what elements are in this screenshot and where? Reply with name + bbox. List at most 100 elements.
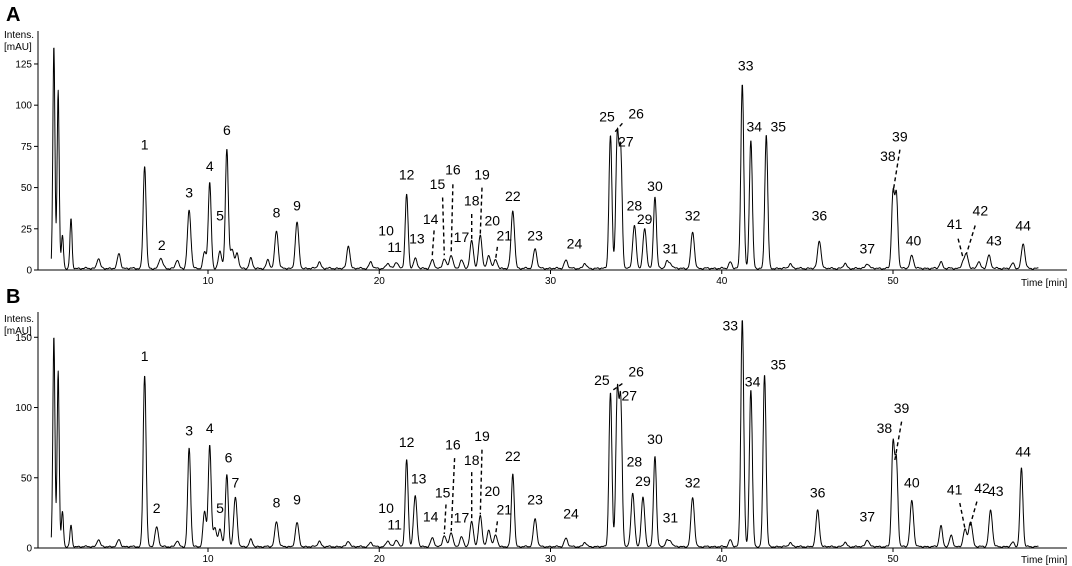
peak-label: 11 [387,239,402,255]
panel-letter-b: B [6,286,20,308]
peak-label: 1 [141,137,149,153]
peak-label: 44 [1015,217,1031,233]
peak-label: 33 [738,58,754,74]
y-tick-label: 0 [26,544,32,555]
peak-leader-line [495,246,499,259]
peak-label: 34 [746,119,762,135]
peak-leader-line [441,197,445,256]
peak-label: 10 [378,500,394,516]
peak-label: 44 [1015,444,1031,460]
x-tick-label: 10 [202,554,214,565]
peak-label: 19 [474,428,490,444]
y-tick-label: 50 [21,183,33,194]
peak-label: 23 [527,491,543,507]
peak-label: 42 [974,480,990,496]
x-axis-title: Time [min] [1021,555,1068,566]
peak-leader-line [611,383,623,392]
peak-leader-line [450,184,454,252]
peak-label: 16 [445,437,461,453]
peak-label: 24 [563,506,579,522]
x-axis-title: Time [min] [1021,278,1068,289]
peak-label: 39 [892,128,908,144]
peak-label: 29 [635,473,651,489]
peak-label: 13 [411,470,427,486]
peak-label: 22 [505,448,521,464]
peak-label: 37 [860,508,876,524]
peak-leader-line [431,230,435,256]
peak-label: 12 [399,166,415,182]
leader-lines [443,383,978,535]
peak-label: 5 [216,208,224,224]
x-tick-label: 40 [716,276,728,287]
peak-label: 21 [496,501,512,517]
peak-leader-line [969,501,978,526]
peak-label: 17 [454,510,470,526]
peak-label: 40 [904,475,920,491]
peak-label: 21 [496,227,512,243]
peak-label: 18 [464,193,480,209]
y-tick-label: 75 [21,142,33,153]
peak-label: 14 [423,508,439,524]
peak-label: 32 [685,475,701,491]
peak-label: 9 [293,198,301,214]
y-axis-title-line1: Intens. [4,30,34,41]
y-tick-label: 50 [21,473,33,484]
peak-leader-line [892,149,901,193]
peak-label: 9 [293,491,301,507]
peak-label: 41 [947,482,963,498]
peak-label: 27 [618,133,634,149]
peak-label: 8 [273,204,281,220]
peak-label: 35 [770,119,786,135]
peak-label: 8 [273,494,281,510]
x-tick-label: 20 [374,276,386,287]
x-tick-label: 50 [887,554,899,565]
peak-label: 31 [663,241,679,257]
peak-label: 22 [505,188,521,204]
x-tick-label: 50 [887,276,899,287]
x-tick-label: 30 [545,276,557,287]
peak-label: 36 [810,484,826,500]
peak-label: 5 [216,500,224,516]
peak-label: 37 [860,241,876,257]
peak-label: 15 [430,176,446,192]
peak-label: 11 [387,517,402,533]
peak-label: 16 [445,161,461,177]
peak-label: 12 [399,434,415,450]
y-tick-label: 100 [15,403,32,414]
chromatogram-trace [50,320,1039,548]
peak-label: 28 [627,454,643,470]
peak-label: 38 [880,148,896,164]
y-tick-label: 100 [15,101,32,112]
peak-label: 32 [685,208,701,224]
peak-label: 18 [464,452,480,468]
peak-leader-line [450,458,456,532]
y-axis-title-line2: [mAU] [4,326,32,337]
x-tick-label: 40 [716,554,728,565]
peak-label: 4 [206,158,214,174]
peak-label: 25 [599,109,615,125]
peak-label: 3 [185,184,193,200]
panel-b: B Intens. [mAU] Time [min] 10 20 30 40 50 0 50… [4,286,1068,566]
peak-label: 25 [594,372,610,388]
peak-label: 29 [637,211,653,227]
peak-label: 19 [474,166,490,182]
panel-a: A Intens. [mAU] Time [min] 10 20 30 40 50025… [4,4,1068,289]
y-axis-title-line2: [mAU] [4,42,32,53]
peak-label: 28 [627,198,643,214]
peak-label: 26 [628,105,644,121]
peak-label: 35 [770,357,786,373]
peak-leader-line [443,504,447,535]
peak-label: 38 [877,420,893,436]
peak-label: 42 [973,203,989,219]
peak-label: 3 [185,423,193,439]
x-tick-label: 10 [202,276,214,287]
peak-leader-line [479,187,483,234]
peak-label: 43 [986,232,1002,248]
peak-leader-line [957,238,964,259]
peak-label: 30 [647,178,663,194]
peak-label: 20 [484,212,500,228]
peak-leader-line [479,449,483,515]
peak-label: 33 [723,317,739,333]
